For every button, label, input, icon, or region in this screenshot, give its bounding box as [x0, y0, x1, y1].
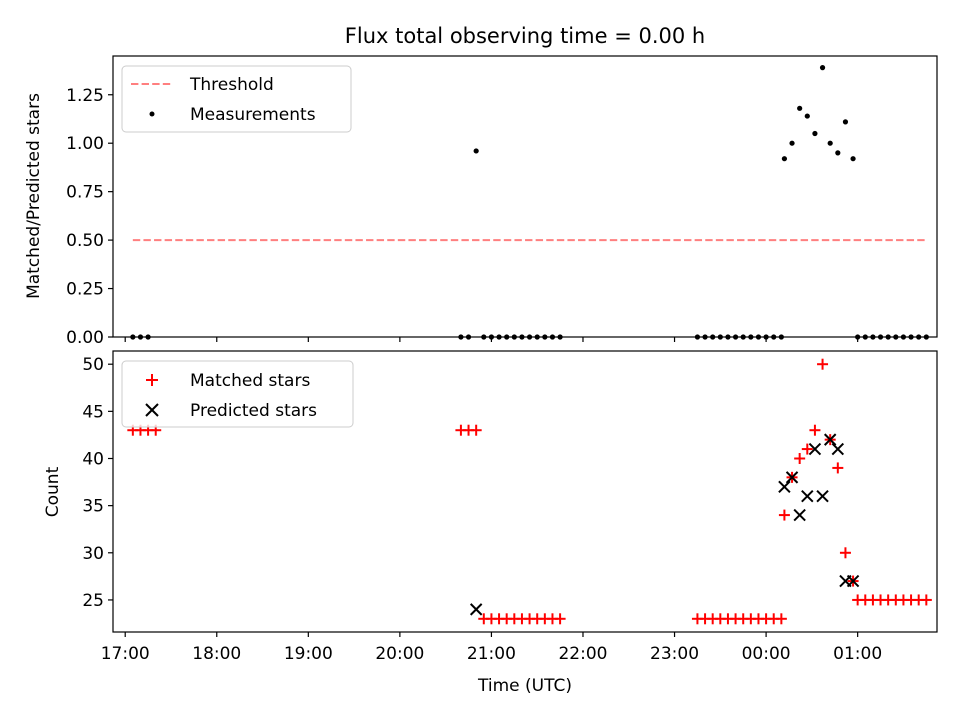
matched-star-point — [839, 547, 851, 559]
count-x-ticks: 17:00 18:00 19:00 20:00 21:00 22:00 23:00 00:00… — [101, 632, 882, 664]
legend-predicted-label: Predicted stars — [190, 401, 317, 421]
ratio-y-tick-label: 1.00 — [66, 134, 104, 154]
ratio-y-tick-label: 0.50 — [66, 231, 104, 251]
matched-stars-points — [127, 358, 932, 625]
predicted-star-point — [831, 442, 845, 456]
count-plot-frame — [112, 350, 938, 633]
count-y-tick-label: 35 — [82, 497, 104, 517]
ratio-legend: Threshold Measurements — [121, 65, 352, 133]
matched-star-point — [554, 613, 566, 625]
count-y-axis-label: Count — [43, 466, 63, 517]
measurement-point — [797, 105, 803, 111]
x-tick-label: 19:00 — [284, 644, 333, 664]
x-tick-label: 23:00 — [650, 644, 699, 664]
measurement-point — [789, 140, 795, 146]
x-tick-label: 17:00 — [101, 644, 150, 664]
matched-star-point — [832, 462, 844, 474]
predicted-star-point — [801, 490, 814, 503]
count-panel: 25 30 35 40 45 50 17:00 18:00 19:00 20:00 21:00 22… — [43, 350, 938, 696]
count-y-ticks: 25 30 35 40 45 50 — [82, 355, 113, 611]
predicted-star-point — [846, 574, 860, 588]
x-tick-label: 20:00 — [375, 644, 424, 664]
count-y-tick-label: 50 — [82, 355, 104, 375]
matched-star-point — [775, 613, 787, 625]
legend-threshold-label: Threshold — [189, 75, 274, 95]
measurement-point — [473, 148, 479, 154]
predicted-star-point — [469, 603, 483, 616]
predicted-star-point — [785, 471, 799, 484]
predicted-star-point — [823, 433, 837, 446]
ratio-legend-box — [121, 65, 352, 133]
legend-matched-label: Matched stars — [190, 371, 310, 391]
ratio-y-tick-label: 1.25 — [66, 86, 104, 106]
chart-title: Flux total observing time = 0.00 h — [345, 24, 705, 48]
measurement-point — [819, 65, 826, 71]
measurement-point — [804, 113, 810, 119]
count-y-tick-label: 30 — [82, 544, 104, 564]
x-tick-label: 01:00 — [833, 644, 882, 664]
x-tick-label: 22:00 — [558, 644, 607, 664]
legend-matched-swatch — [146, 374, 158, 386]
matched-star-point — [801, 443, 813, 455]
count-y-tick-label: 25 — [82, 591, 104, 611]
legend-measurements-swatch — [149, 111, 155, 117]
ratio-x-ticks — [124, 337, 859, 342]
ratio-y-ticks: 0.00 0.25 0.50 0.75 1.00 1.25 — [66, 86, 113, 348]
ratio-y-tick-label: 0.00 — [66, 328, 104, 348]
matched-star-point — [470, 424, 482, 436]
x-axis-label: Time (UTC) — [477, 676, 572, 696]
count-legend-box — [121, 360, 354, 428]
predicted-stars-points — [469, 433, 860, 616]
ratio-y-tick-label: 0.75 — [66, 183, 104, 203]
x-tick-label: 00:00 — [742, 644, 791, 664]
predicted-star-point — [793, 508, 806, 522]
legend-measurements-label: Measurements — [190, 105, 316, 125]
legend-predicted-swatch — [145, 403, 159, 417]
measurement-points — [130, 65, 929, 340]
matched-star-point — [817, 358, 829, 370]
x-tick-label: 21:00 — [467, 644, 516, 664]
count-legend: Matched stars Predicted stars — [121, 360, 354, 428]
measurement-point — [842, 119, 849, 125]
measurement-point — [850, 156, 856, 162]
ratio-y-axis-label: Matched/Predicted stars — [24, 93, 44, 299]
matched-star-point — [920, 594, 932, 606]
predicted-star-point — [778, 480, 791, 493]
ratio-plot-frame — [112, 55, 938, 338]
measurement-point — [812, 130, 818, 137]
predicted-star-point — [816, 490, 829, 503]
count-y-tick-label: 40 — [82, 449, 104, 469]
count-y-tick-label: 45 — [82, 402, 104, 422]
matched-star-point — [778, 509, 790, 521]
measurement-point — [835, 150, 841, 156]
predicted-star-point — [808, 442, 822, 456]
ratio-y-tick-label: 0.25 — [66, 280, 104, 300]
matched-star-point — [794, 452, 806, 464]
matched-star-point — [809, 424, 821, 436]
measurement-point — [781, 156, 788, 162]
ratio-panel: 0.00 0.25 0.50 0.75 1.00 1.25 Matched/Predict… — [24, 55, 938, 348]
measurement-point — [827, 140, 833, 146]
x-tick-label: 18:00 — [192, 644, 241, 664]
